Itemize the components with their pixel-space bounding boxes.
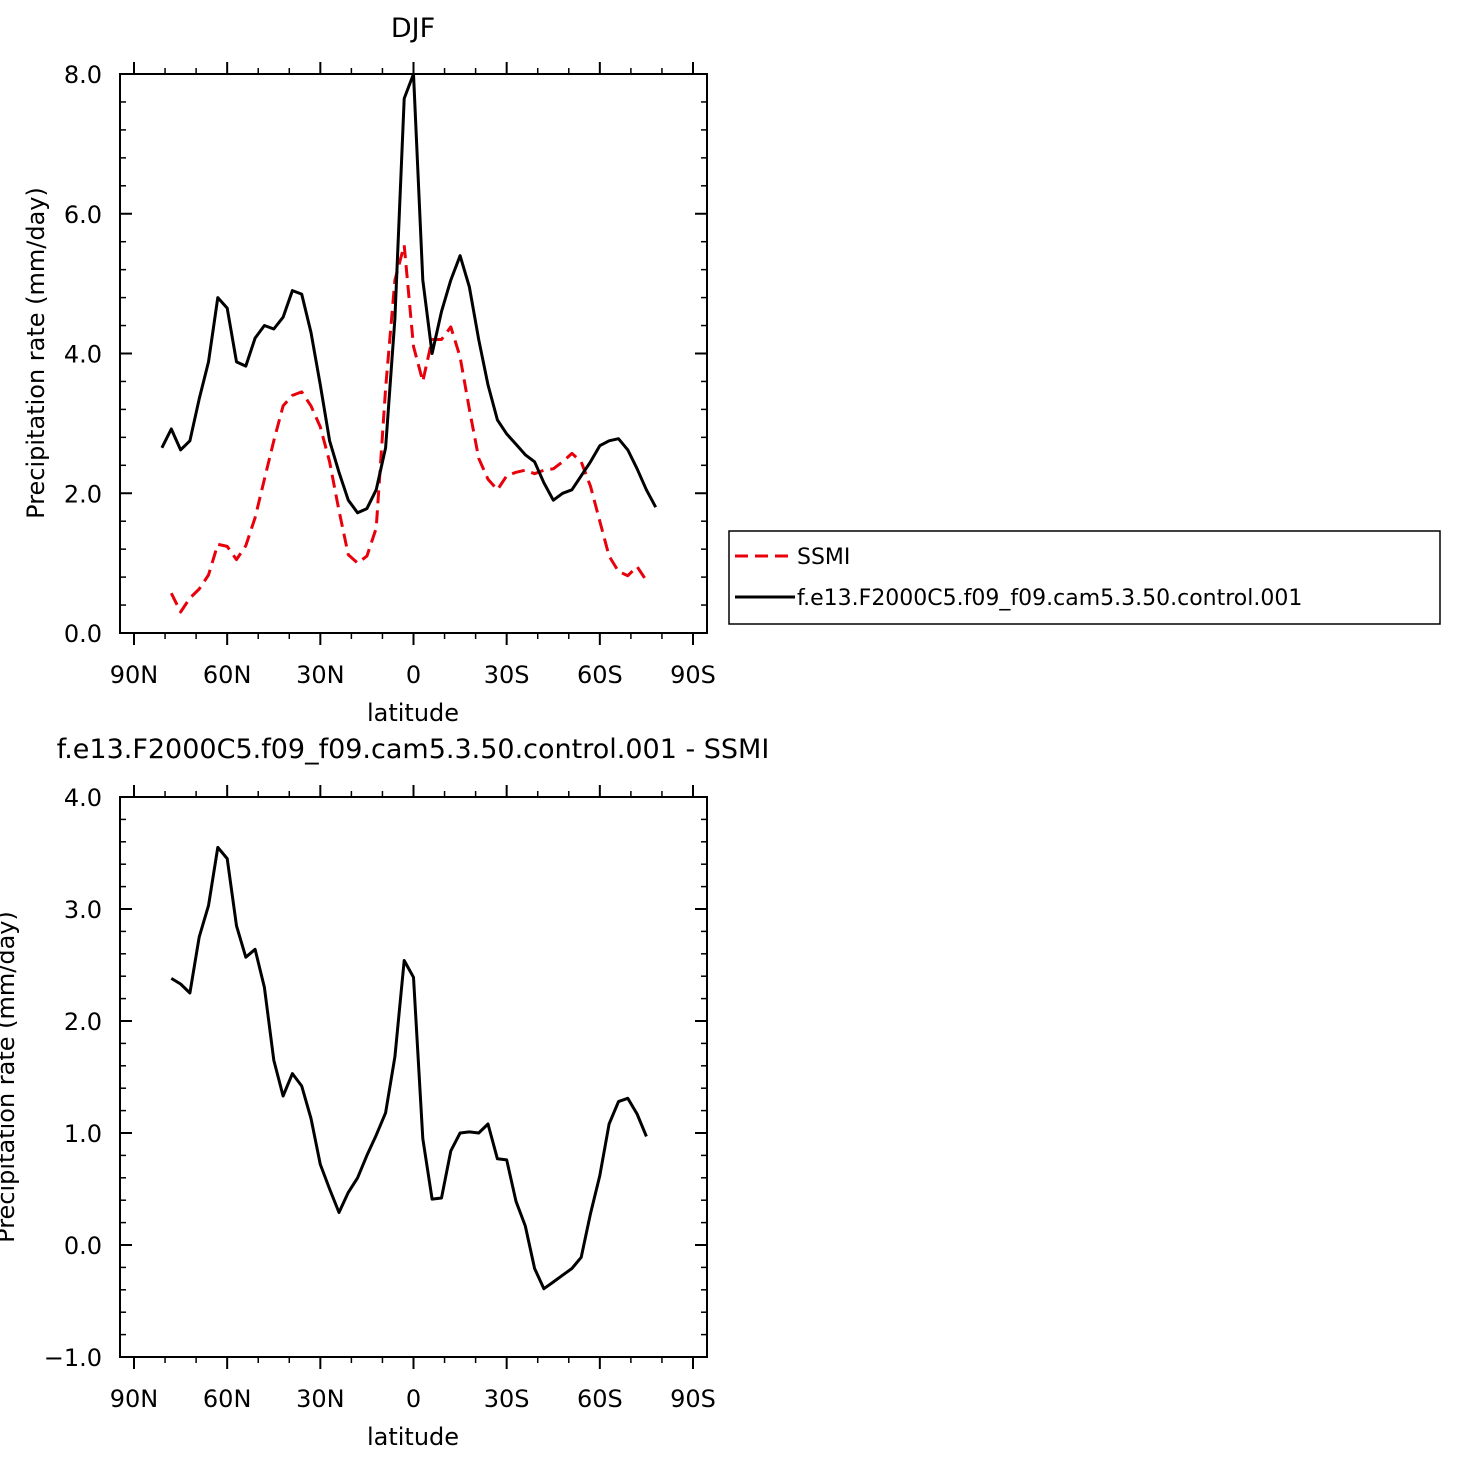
top-x-tick-label: 90S (670, 661, 716, 689)
top-plot-frame (119, 73, 708, 634)
bottom-x-tick-label: 60N (203, 1385, 252, 1413)
top-series-line-1 (160, 72, 658, 515)
top-x-tick-label: 90N (110, 661, 159, 689)
top-panel-ticks (120, 62, 707, 645)
top-x-tick-label: 30S (484, 661, 530, 689)
legend-label-model: f.e13.F2000C5.f09_f09.cam5.3.50.control.… (797, 586, 1302, 611)
bottom-panel-series (170, 845, 648, 1291)
bottom-x-tick-label: 60S (577, 1385, 623, 1413)
top-panel-tick-labels: 90N 60N 30N 0 30S 60S 90S 0.0 2.0 4.0 6.0 8.0 (64, 61, 716, 689)
legend-box (728, 530, 1441, 625)
bottom-x-tick-label: 90S (670, 1385, 716, 1413)
top-panel-series (160, 72, 658, 614)
top-y-tick-label: 2.0 (64, 480, 102, 508)
top-series-line-0 (169, 243, 648, 614)
bottom-y-tick-label: 3.0 (64, 896, 102, 924)
top-x-tick-label: 0 (406, 661, 421, 689)
top-y-tick-label: 8.0 (64, 61, 102, 89)
bottom-series-line-0 (170, 845, 648, 1291)
top-panel: DJF 90N 60N 30N 0 30S 60S 90S 0.0 2.0 4.0 6.0 8.0 l… (22, 13, 716, 727)
top-y-tick-label: 6.0 (64, 201, 102, 229)
bottom-x-axis-label: latitude (367, 1423, 459, 1451)
bottom-y-tick-label: 0.0 (64, 1232, 102, 1260)
bottom-y-tick-label: −1.0 (44, 1344, 102, 1372)
top-panel-title: DJF (391, 13, 435, 44)
top-y-tick-label: 0.0 (64, 620, 102, 648)
bottom-panel-ticks (120, 785, 707, 1369)
bottom-panel: f.e13.F2000C5.f09_f09.cam5.3.50.control.… (0, 734, 769, 1451)
top-x-tick-label: 60N (203, 661, 252, 689)
top-x-tick-label: 30N (296, 661, 345, 689)
top-y-tick-label: 4.0 (64, 341, 102, 369)
top-x-tick-label: 60S (577, 661, 623, 689)
bottom-y-axis-label: Precipitation rate (mm/day) (0, 911, 20, 1243)
legend-label-ssmi: SSMI (797, 545, 850, 570)
bottom-x-tick-label: 30N (296, 1385, 345, 1413)
bottom-y-tick-label: 2.0 (64, 1008, 102, 1036)
bottom-x-tick-label: 0 (406, 1385, 421, 1413)
bottom-x-tick-label: 30S (484, 1385, 530, 1413)
top-x-axis-label: latitude (367, 699, 459, 727)
bottom-plot-frame (119, 796, 708, 1358)
bottom-y-tick-label: 4.0 (64, 784, 102, 812)
top-y-axis-label: Precipitation rate (mm/day) (22, 187, 50, 519)
bottom-panel-title: f.e13.F2000C5.f09_f09.cam5.3.50.control.… (57, 734, 770, 765)
bottom-y-tick-label: 1.0 (64, 1120, 102, 1148)
bottom-x-tick-label: 90N (110, 1385, 159, 1413)
legend: SSMI f.e13.F2000C5.f09_f09.cam5.3.50.con… (728, 530, 1441, 625)
bottom-panel-tick-labels: 90N 60N 30N 0 30S 60S 90S −1.0 0.0 1.0 2.0 3.0 4.0 (44, 784, 716, 1413)
